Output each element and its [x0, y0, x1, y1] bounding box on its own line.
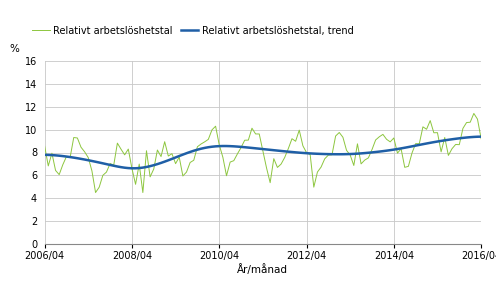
Line: Relativt arbetslöshetstal, trend: Relativt arbetslöshetstal, trend — [45, 137, 481, 168]
Relativt arbetslöshetstal — [340, 135, 346, 139]
Relativt arbetslöshetstal, trend — [147, 164, 153, 168]
Relativt arbetslöshetstal — [85, 156, 91, 160]
Relativt arbetslöshetstal — [471, 112, 477, 115]
Relativt arbetslöshetstal, trend — [42, 153, 48, 157]
Relativt arbetslöshetstal, trend — [478, 135, 484, 138]
Relativt arbetslöshetstal, trend — [231, 145, 237, 148]
X-axis label: År/månad: År/månad — [238, 264, 288, 274]
Relativt arbetslöshetstal — [231, 159, 237, 163]
Relativt arbetslöshetstal — [478, 137, 484, 141]
Relativt arbetslöshetstal, trend — [453, 137, 459, 141]
Relativt arbetslöshetstal — [147, 175, 153, 179]
Legend: Relativt arbetslöshetstal, Relativt arbetslöshetstal, trend: Relativt arbetslöshetstal, Relativt arbe… — [32, 26, 354, 36]
Y-axis label: %: % — [9, 44, 19, 54]
Line: Relativt arbetslöshetstal: Relativt arbetslöshetstal — [45, 113, 481, 192]
Relativt arbetslöshetstal — [318, 165, 324, 169]
Relativt arbetslöshetstal, trend — [129, 167, 135, 170]
Relativt arbetslöshetstal, trend — [318, 152, 324, 156]
Relativt arbetslöshetstal — [42, 144, 48, 148]
Relativt arbetslöshetstal — [93, 191, 99, 194]
Relativt arbetslöshetstal, trend — [85, 158, 91, 162]
Relativt arbetslöshetstal — [453, 143, 459, 146]
Relativt arbetslöshetstal, trend — [340, 152, 346, 156]
